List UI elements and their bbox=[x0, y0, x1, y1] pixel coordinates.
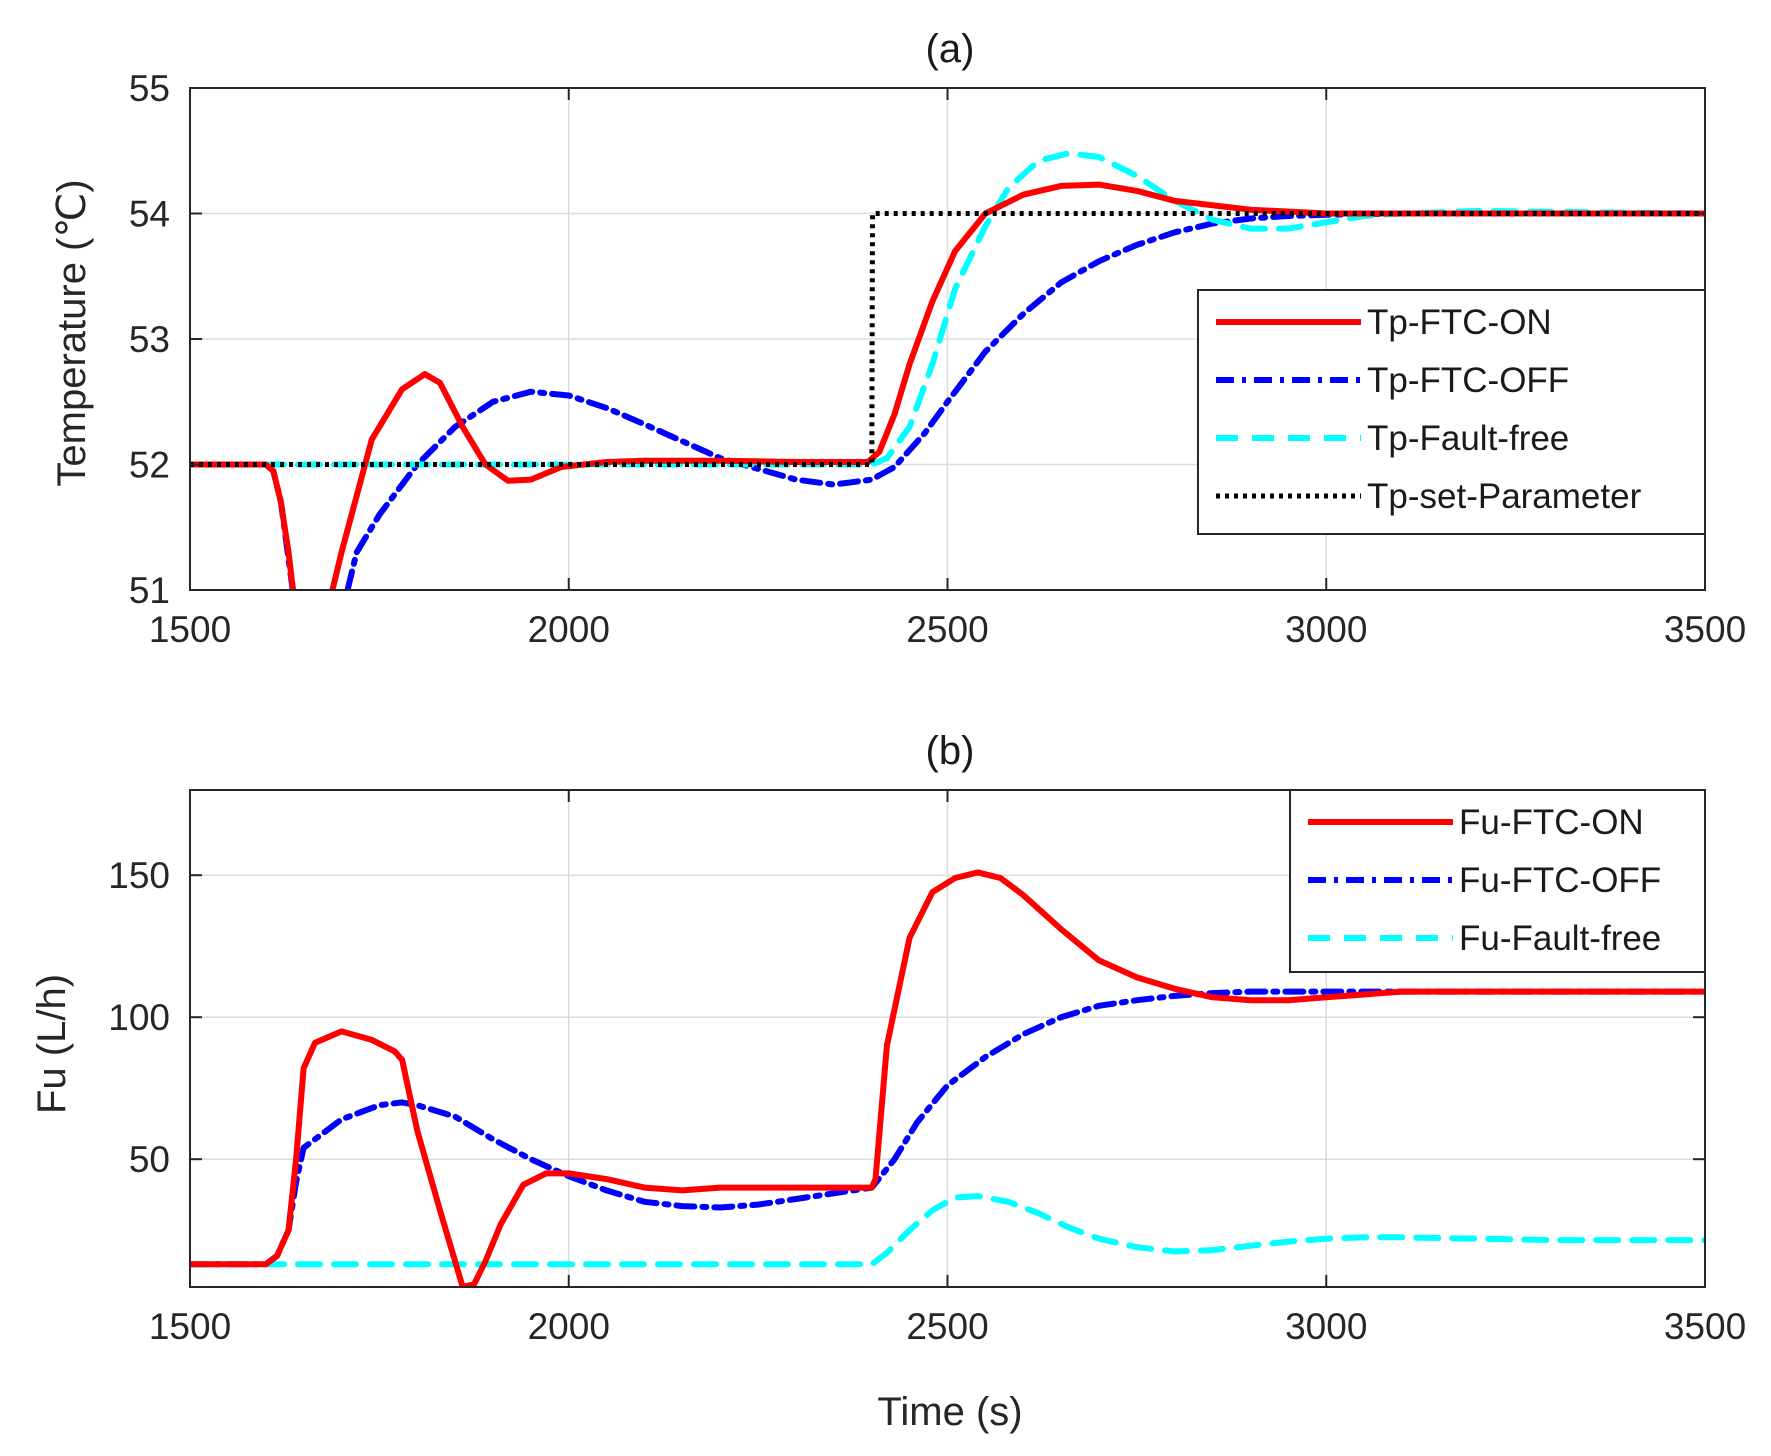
series-line-fu-ftc-on bbox=[190, 869, 1705, 1287]
y-tick-label: 50 bbox=[129, 1139, 170, 1180]
panel-a-temperature-chart: (a) 1500 2000 2500 3000 3500 51 52 53 54 55 Tempe… bbox=[50, 27, 1746, 650]
x-tick-label: 3500 bbox=[1664, 1306, 1746, 1347]
x-tick-label: 1500 bbox=[149, 1306, 231, 1347]
y-tick-label: 53 bbox=[129, 319, 170, 360]
panel-a-series bbox=[190, 150, 1705, 590]
series-line-fu-fault-free bbox=[190, 1193, 1705, 1268]
y-tick-label: 52 bbox=[129, 445, 170, 486]
legend-box bbox=[1197, 289, 1706, 535]
y-tick-label: 55 bbox=[129, 68, 170, 109]
legend-label: Fu-FTC-OFF bbox=[1459, 861, 1661, 900]
panel-b-title: (b) bbox=[926, 729, 975, 773]
panel-b-series bbox=[190, 869, 1705, 1287]
legend-label: Tp-Fault-free bbox=[1367, 419, 1569, 458]
panel-b-flow-chart: (b) 1500 2000 2500 3000 3500 50 100 150 Fu (L/h… bbox=[30, 729, 1746, 1434]
y-tick-label: 54 bbox=[129, 194, 170, 235]
series-line-tp-ftc-on bbox=[190, 181, 1705, 590]
panel-a-ticks: 1500 2000 2500 3000 3500 51 52 53 54 55 bbox=[129, 68, 1746, 650]
x-tick-label: 3000 bbox=[1285, 1306, 1367, 1347]
series-line-fu-ftc-off bbox=[190, 988, 1705, 1268]
x-tick-label: 3000 bbox=[1285, 609, 1367, 650]
y-tick-label: 150 bbox=[108, 855, 170, 896]
legend-label: Fu-Fault-free bbox=[1459, 919, 1661, 958]
panel-a-title: (a) bbox=[926, 27, 975, 71]
x-tick-label: 2500 bbox=[906, 1306, 988, 1347]
x-tick-label: 1500 bbox=[149, 609, 231, 650]
x-tick-label: 2500 bbox=[906, 609, 988, 650]
x-tick-label: 3500 bbox=[1664, 609, 1746, 650]
panel-b-y-axis-label: Fu (L/h) bbox=[30, 974, 74, 1114]
panel-b-legend: Fu-FTC-ON Fu-FTC-OFF Fu-Fault-free bbox=[1289, 789, 1706, 973]
x-tick-label: 2000 bbox=[528, 1306, 610, 1347]
panel-a-y-axis-label: Temperature (℃) bbox=[50, 179, 94, 486]
legend-label: Fu-FTC-ON bbox=[1459, 803, 1644, 842]
y-tick-label: 51 bbox=[129, 570, 170, 611]
panel-a-legend: Tp-FTC-ON Tp-FTC-OFF Tp-Fault-free Tp-set-P… bbox=[1197, 289, 1706, 535]
y-tick-label: 100 bbox=[108, 997, 170, 1038]
panel-b-x-axis-label: Time (s) bbox=[877, 1390, 1022, 1434]
legend-label: Tp-FTC-ON bbox=[1367, 303, 1552, 342]
legend-label: Tp-FTC-OFF bbox=[1367, 361, 1569, 400]
series-line-tp-fault-free bbox=[190, 150, 1705, 468]
legend-label: Tp-set-Parameter bbox=[1367, 477, 1642, 516]
x-tick-label: 2000 bbox=[528, 609, 610, 650]
series-line-tp-ftc-off bbox=[190, 210, 1705, 590]
